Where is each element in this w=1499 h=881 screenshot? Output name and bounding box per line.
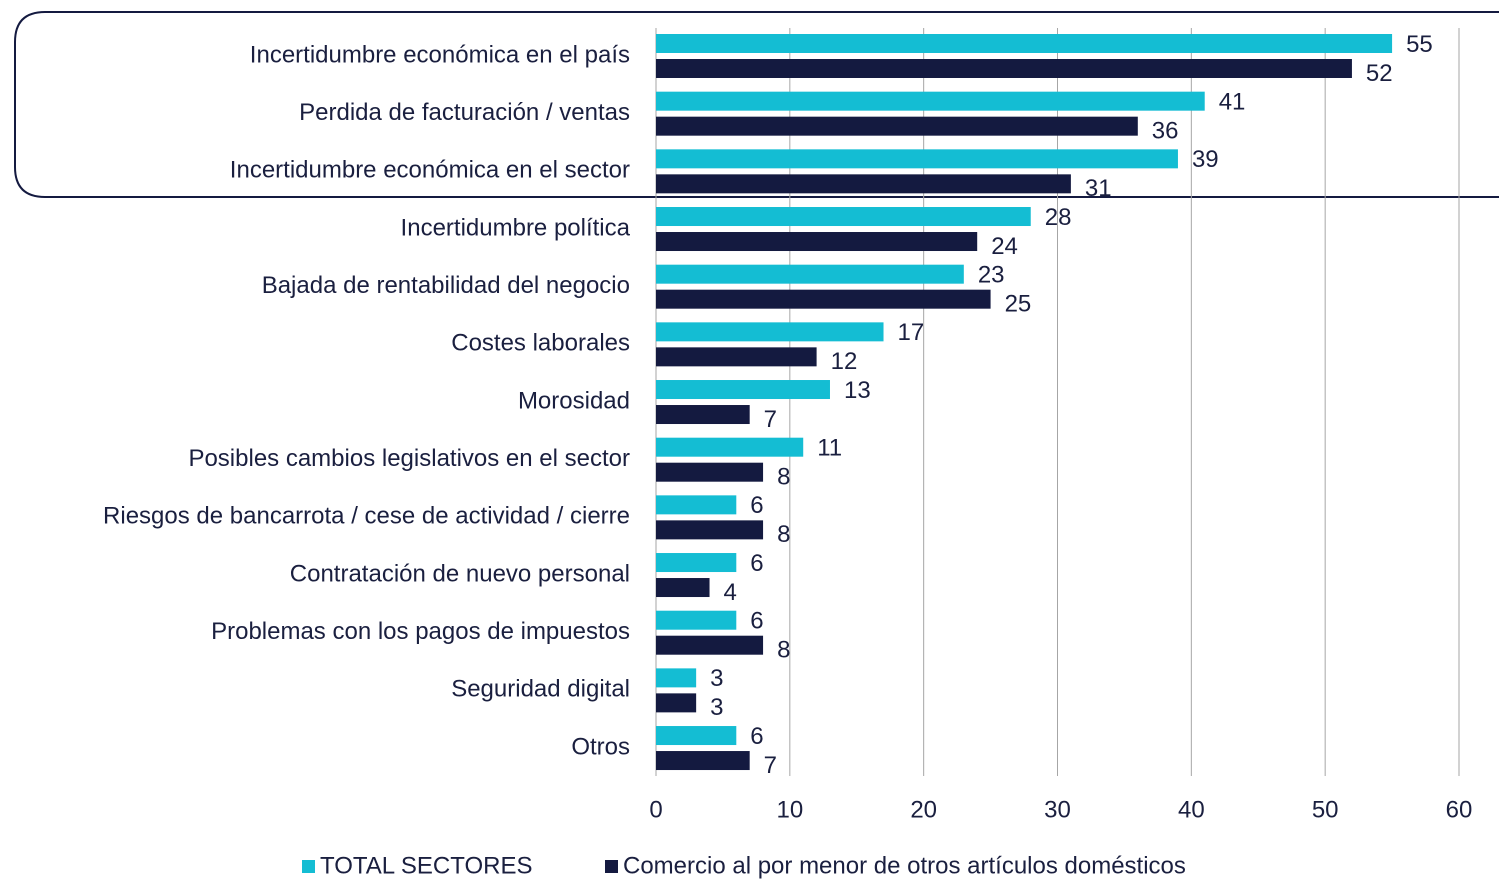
category-label: Perdida de facturación / ventas — [299, 99, 630, 126]
bar — [656, 91, 1205, 111]
value-label: 55 — [1406, 31, 1433, 58]
value-label: 11 — [817, 435, 842, 462]
value-label: 8 — [777, 637, 790, 664]
bar — [656, 59, 1352, 78]
value-label: 8 — [777, 464, 790, 491]
value-label: 4 — [724, 579, 737, 606]
category-label: Posibles cambios legislativos en el sect… — [188, 445, 630, 472]
value-label: 52 — [1366, 60, 1393, 87]
bar — [656, 462, 764, 482]
value-label: 7 — [764, 406, 777, 433]
legend-label: Comercio al por menor de otros artículos… — [623, 852, 1186, 879]
value-label: 25 — [1005, 291, 1032, 318]
bar — [656, 289, 991, 309]
category-label: Incertidumbre política — [401, 214, 631, 241]
value-label: 6 — [750, 492, 763, 519]
bar — [656, 174, 1071, 194]
x-tick-label: 10 — [776, 796, 803, 823]
category-label: Incertidumbre económica en el país — [250, 41, 630, 68]
bar — [656, 668, 697, 688]
value-label: 6 — [750, 550, 763, 577]
category-label: Incertidumbre económica en el sector — [230, 157, 630, 184]
category-label: Seguridad digital — [451, 676, 630, 703]
value-label: 23 — [978, 262, 1005, 289]
x-tick-label: 40 — [1178, 796, 1205, 823]
value-label: 24 — [991, 233, 1018, 260]
x-tick-label: 20 — [910, 796, 937, 823]
category-label: Bajada de rentabilidad del negocio — [262, 272, 630, 299]
highlight-frame — [14, 11, 1499, 198]
bar — [656, 207, 1031, 227]
bar — [656, 437, 804, 457]
legend-label: TOTAL SECTORES — [320, 852, 533, 879]
bar — [656, 149, 1178, 169]
value-label: 6 — [750, 723, 763, 750]
value-label: 41 — [1219, 89, 1246, 116]
value-label: 39 — [1192, 146, 1219, 173]
bar — [656, 578, 710, 598]
x-tick-label: 30 — [1044, 796, 1071, 823]
value-label: 13 — [844, 377, 871, 404]
category-label: Contratación de nuevo personal — [290, 560, 630, 587]
bar — [656, 635, 764, 655]
value-label: 3 — [710, 665, 723, 692]
value-label: 17 — [898, 319, 925, 346]
bar — [656, 553, 737, 573]
value-label: 3 — [710, 694, 723, 721]
bar — [656, 610, 737, 630]
legend-swatch — [605, 860, 618, 873]
category-label: Otros — [571, 733, 630, 760]
category-label: Problemas con los pagos de impuestos — [211, 618, 630, 645]
value-label: 28 — [1045, 204, 1072, 231]
bar — [656, 726, 737, 746]
bar — [656, 322, 884, 342]
category-label: Riesgos de bancarrota / cese de activida… — [103, 503, 630, 530]
category-label: Morosidad — [518, 387, 630, 414]
bar — [656, 380, 830, 400]
bar — [656, 347, 817, 367]
value-label: 12 — [831, 348, 858, 375]
bar — [656, 264, 964, 284]
value-label: 6 — [750, 608, 763, 635]
value-label: 31 — [1085, 175, 1112, 202]
bar — [656, 232, 978, 252]
legend-swatch — [302, 860, 315, 873]
value-label: 7 — [764, 752, 777, 779]
value-label: 8 — [777, 521, 790, 548]
bar — [656, 520, 764, 540]
bar — [656, 693, 697, 713]
category-label: Costes laborales — [451, 330, 630, 357]
bar — [656, 751, 750, 771]
value-label: 36 — [1152, 118, 1179, 145]
x-tick-label: 0 — [649, 796, 662, 823]
bar — [656, 116, 1138, 136]
x-tick-label: 60 — [1446, 796, 1473, 823]
bar — [656, 405, 750, 425]
bar — [656, 34, 1393, 53]
x-tick-label: 50 — [1312, 796, 1339, 823]
bar — [656, 495, 737, 515]
